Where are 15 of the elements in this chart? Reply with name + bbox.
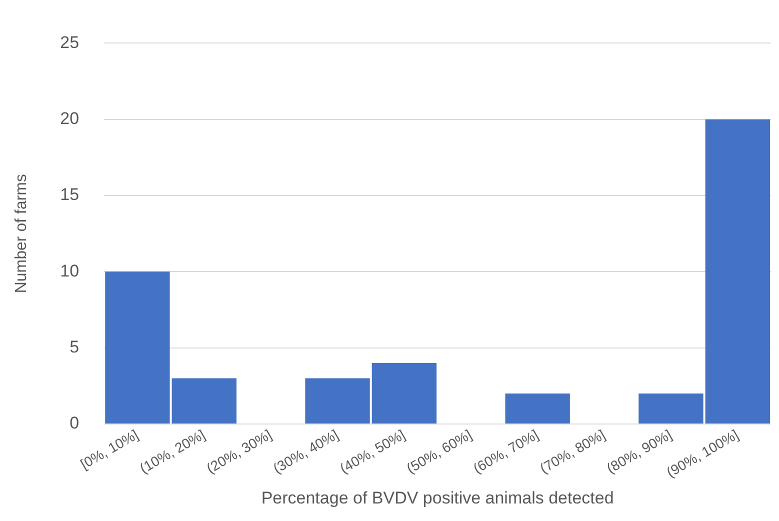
- y-axis-title: Number of farms: [13, 174, 30, 294]
- bar: [105, 272, 170, 424]
- y-tick-label: 25: [60, 32, 80, 52]
- bar: [305, 378, 370, 424]
- bar: [172, 378, 236, 424]
- y-tick-label: 15: [60, 185, 80, 204]
- x-axis-title: Percentage of BVDV positive animals detected: [261, 488, 614, 508]
- y-tick-label: 10: [60, 261, 80, 280]
- bar: [372, 363, 437, 424]
- y-tick-label: 5: [70, 338, 80, 357]
- bar: [705, 119, 770, 424]
- y-tick-label: 0: [70, 414, 80, 433]
- y-tick-label: 20: [60, 109, 80, 128]
- bar: [638, 394, 704, 424]
- bar: [505, 394, 570, 424]
